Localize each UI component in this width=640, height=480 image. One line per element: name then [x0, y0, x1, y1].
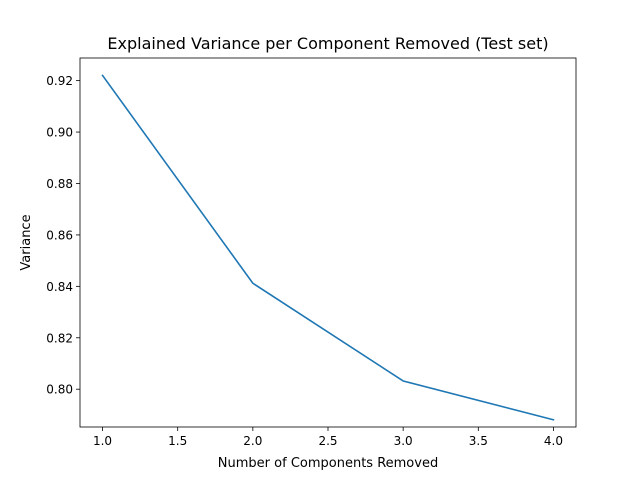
y-tick-label: 0.86 — [46, 228, 73, 242]
x-tick-label: 2.5 — [318, 434, 337, 448]
y-tick-label: 0.92 — [46, 74, 73, 88]
x-tick-label: 3.5 — [469, 434, 488, 448]
y-tick-label: 0.84 — [46, 280, 73, 294]
chart-title: Explained Variance per Component Removed… — [107, 34, 548, 53]
y-tick-label: 0.82 — [46, 331, 73, 345]
plot-area: 1.0 1.5 2.0 2.5 3.0 3.5 4.0 0.800.820.840.860.… — [46, 57, 577, 448]
x-axis-ticks: 1.0 1.5 2.0 2.5 3.0 3.5 4.0 — [93, 427, 563, 448]
x-tick-label: 2.0 — [243, 434, 262, 448]
x-tick-label: 1.0 — [93, 434, 112, 448]
y-axis-label: Variance — [19, 214, 34, 270]
y-tick-label: 0.88 — [46, 177, 73, 191]
x-axis-label: Number of Components Removed — [218, 456, 438, 471]
x-tick-label: 4.0 — [544, 434, 563, 448]
y-tick-label: 0.90 — [46, 126, 73, 140]
plot-frame — [79, 57, 577, 428]
series-layer — [101, 74, 555, 421]
variance-series-line — [101, 74, 555, 421]
y-axis-ticks: 0.80 0.82 0.84 0.86 0.88 0.90 0.92 — [46, 74, 80, 397]
y-tick-label: 0.80 — [46, 383, 73, 397]
x-tick-label: 3.0 — [394, 434, 413, 448]
x-tick-label: 1.5 — [168, 434, 187, 448]
